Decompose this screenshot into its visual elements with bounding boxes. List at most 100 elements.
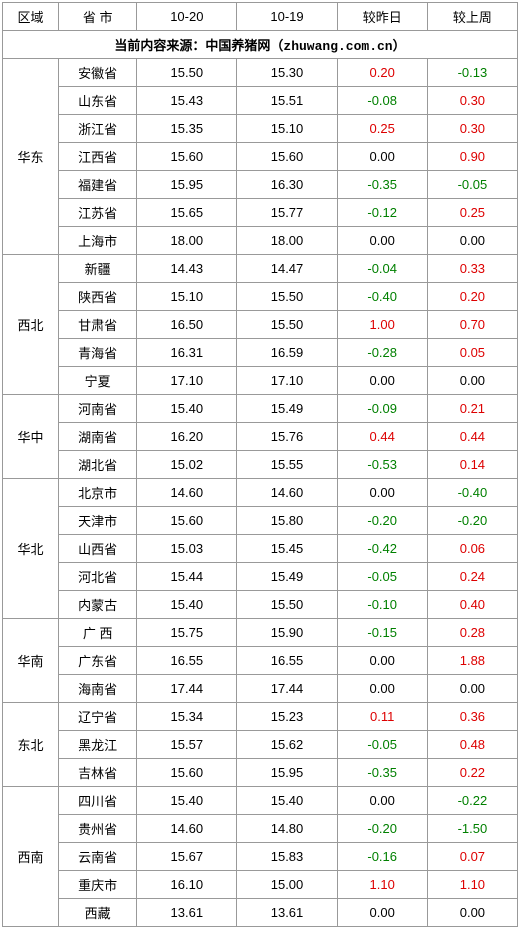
table-row: 湖南省16.2015.760.440.44 (3, 423, 518, 451)
value-date2: 15.51 (237, 87, 337, 115)
source-url: zhuwang.com.cn (283, 39, 392, 54)
table-row: 内蒙古15.4015.50-0.100.40 (3, 591, 518, 619)
delta-yesterday: -0.05 (337, 731, 427, 759)
value-date2: 15.50 (237, 283, 337, 311)
delta-lastweek: 0.21 (427, 395, 517, 423)
source-cell: 当前内容来源：中国养猪网（zhuwang.com.cn） (3, 31, 518, 59)
delta-lastweek: 0.30 (427, 115, 517, 143)
region-cell: 华中 (3, 395, 59, 479)
region-cell: 西南 (3, 787, 59, 927)
province-cell: 河北省 (59, 563, 137, 591)
province-cell: 云南省 (59, 843, 137, 871)
table-row: 华北北京市14.6014.600.00-0.40 (3, 479, 518, 507)
col-province: 省 市 (59, 3, 137, 31)
value-date2: 14.47 (237, 255, 337, 283)
col-vs-week: 较上周 (427, 3, 517, 31)
delta-yesterday: 0.00 (337, 227, 427, 255)
delta-yesterday: -0.20 (337, 507, 427, 535)
col-date1: 10-20 (137, 3, 237, 31)
value-date2: 15.30 (237, 59, 337, 87)
delta-lastweek: 0.20 (427, 283, 517, 311)
delta-yesterday: -0.42 (337, 535, 427, 563)
delta-lastweek: 0.00 (427, 675, 517, 703)
delta-lastweek: 0.90 (427, 143, 517, 171)
delta-yesterday: 0.00 (337, 647, 427, 675)
col-vs-yest: 较昨日 (337, 3, 427, 31)
delta-yesterday: -0.35 (337, 171, 427, 199)
delta-yesterday: -0.40 (337, 283, 427, 311)
table-row: 山西省15.0315.45-0.420.06 (3, 535, 518, 563)
value-date2: 14.60 (237, 479, 337, 507)
delta-yesterday: 0.00 (337, 367, 427, 395)
value-date1: 15.40 (137, 591, 237, 619)
value-date2: 15.60 (237, 143, 337, 171)
value-date1: 16.20 (137, 423, 237, 451)
delta-yesterday: 0.20 (337, 59, 427, 87)
source-suffix: ） (393, 38, 406, 53)
value-date1: 15.67 (137, 843, 237, 871)
province-cell: 广 西 (59, 619, 137, 647)
table-row: 天津市15.6015.80-0.20-0.20 (3, 507, 518, 535)
delta-lastweek: 1.88 (427, 647, 517, 675)
table-row: 海南省17.4417.440.000.00 (3, 675, 518, 703)
province-cell: 黑龙江 (59, 731, 137, 759)
delta-yesterday: -0.15 (337, 619, 427, 647)
delta-lastweek: 0.00 (427, 899, 517, 927)
value-date1: 15.50 (137, 59, 237, 87)
value-date2: 15.95 (237, 759, 337, 787)
table-row: 西南四川省15.4015.400.00-0.22 (3, 787, 518, 815)
delta-lastweek: -0.40 (427, 479, 517, 507)
delta-yesterday: 0.44 (337, 423, 427, 451)
value-date2: 15.49 (237, 395, 337, 423)
value-date2: 16.59 (237, 339, 337, 367)
delta-lastweek: 0.28 (427, 619, 517, 647)
delta-yesterday: -0.35 (337, 759, 427, 787)
value-date2: 17.44 (237, 675, 337, 703)
delta-yesterday: -0.10 (337, 591, 427, 619)
table-row: 陕西省15.1015.50-0.400.20 (3, 283, 518, 311)
value-date1: 15.40 (137, 395, 237, 423)
delta-lastweek: 0.33 (427, 255, 517, 283)
delta-yesterday: -0.16 (337, 843, 427, 871)
value-date1: 16.50 (137, 311, 237, 339)
value-date2: 15.90 (237, 619, 337, 647)
value-date2: 15.62 (237, 731, 337, 759)
delta-lastweek: -0.05 (427, 171, 517, 199)
value-date1: 15.35 (137, 115, 237, 143)
table-row: 黑龙江15.5715.62-0.050.48 (3, 731, 518, 759)
col-date2: 10-19 (237, 3, 337, 31)
value-date1: 15.43 (137, 87, 237, 115)
table-row: 华南广 西15.7515.90-0.150.28 (3, 619, 518, 647)
province-cell: 广东省 (59, 647, 137, 675)
province-cell: 湖南省 (59, 423, 137, 451)
province-cell: 山东省 (59, 87, 137, 115)
value-date1: 15.60 (137, 143, 237, 171)
delta-lastweek: 0.48 (427, 731, 517, 759)
province-cell: 福建省 (59, 171, 137, 199)
delta-lastweek: 0.24 (427, 563, 517, 591)
delta-yesterday: -0.53 (337, 451, 427, 479)
province-cell: 海南省 (59, 675, 137, 703)
value-date1: 15.02 (137, 451, 237, 479)
delta-lastweek: 0.40 (427, 591, 517, 619)
delta-lastweek: 0.25 (427, 199, 517, 227)
value-date1: 15.10 (137, 283, 237, 311)
province-cell: 安徽省 (59, 59, 137, 87)
table-row: 重庆市16.1015.001.101.10 (3, 871, 518, 899)
delta-lastweek: 0.07 (427, 843, 517, 871)
delta-yesterday: 0.00 (337, 143, 427, 171)
delta-yesterday: -0.04 (337, 255, 427, 283)
province-cell: 甘肃省 (59, 311, 137, 339)
value-date2: 15.77 (237, 199, 337, 227)
value-date2: 15.83 (237, 843, 337, 871)
value-date1: 17.44 (137, 675, 237, 703)
province-cell: 河南省 (59, 395, 137, 423)
value-date1: 16.31 (137, 339, 237, 367)
table-row: 江苏省15.6515.77-0.120.25 (3, 199, 518, 227)
value-date1: 15.65 (137, 199, 237, 227)
table-row: 广东省16.5516.550.001.88 (3, 647, 518, 675)
value-date2: 15.23 (237, 703, 337, 731)
value-date2: 15.10 (237, 115, 337, 143)
value-date2: 15.76 (237, 423, 337, 451)
delta-yesterday: 0.00 (337, 899, 427, 927)
